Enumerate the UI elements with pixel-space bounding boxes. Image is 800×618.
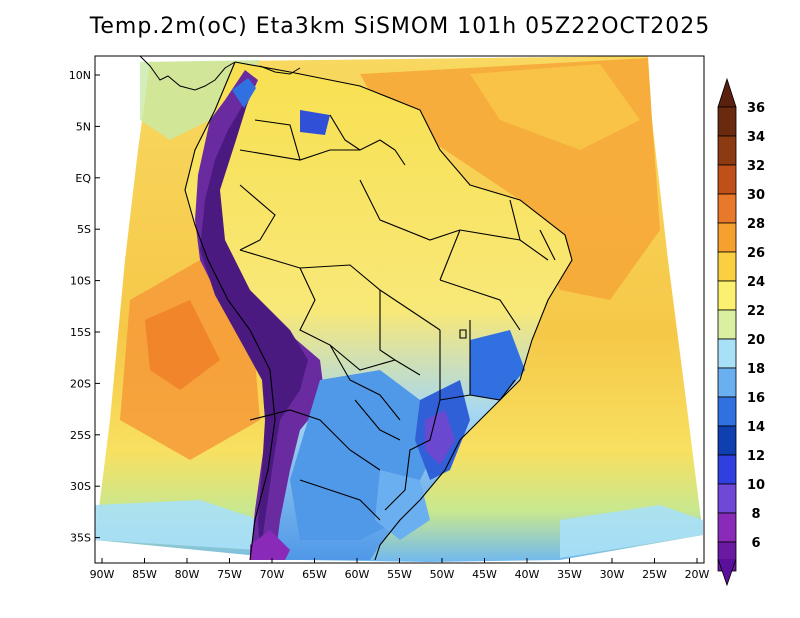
lon-label: 45W [472, 568, 497, 581]
colorbar: 36 34 32 30 28 26 24 22 20 18 16 14 12 10 8 6 [717, 77, 765, 587]
lat-label: 20S [70, 377, 91, 390]
colorbar-bottom-arrow [717, 558, 737, 587]
colorbar-label: 14 [747, 420, 765, 435]
colorbar-label: 36 [747, 101, 765, 116]
colorbar-swatch [717, 135, 737, 166]
colorbar-label: 26 [747, 246, 765, 261]
lon-label: 60W [345, 568, 370, 581]
colorbar-label: 16 [747, 391, 765, 406]
colorbar-swatch [717, 280, 737, 311]
colorbar-label: 10 [747, 478, 765, 493]
lat-label: 10N [69, 69, 91, 82]
lon-label: 70W [260, 568, 285, 581]
colorbar-swatch [717, 483, 737, 514]
lat-label: 35S [70, 532, 91, 545]
lat-label: 5S [77, 223, 91, 236]
lon-label: 85W [132, 568, 157, 581]
colorbar-label: 12 [747, 449, 765, 464]
lon-label: 25W [642, 568, 667, 581]
south-america-land [185, 62, 572, 560]
lat-label: 15S [70, 326, 91, 339]
lon-label: 80W [175, 568, 200, 581]
lon-label: 30W [600, 568, 625, 581]
lon-label: 50W [430, 568, 455, 581]
colorbar-label: 20 [747, 333, 765, 348]
colorbar-label: 18 [747, 362, 765, 377]
colorbar-label: 24 [747, 275, 765, 290]
lon-label: 75W [217, 568, 242, 581]
lon-label: 65W [302, 568, 327, 581]
colorbar-label: 30 [747, 188, 765, 203]
lat-label: 25S [70, 429, 91, 442]
lon-label: 55W [387, 568, 412, 581]
lon-label: 35W [557, 568, 582, 581]
colorbar-swatch [717, 338, 737, 369]
colorbar-swatch [717, 106, 737, 137]
colorbar-swatch [717, 367, 737, 398]
colorbar-swatch [717, 193, 737, 224]
lon-label: 20W [685, 568, 710, 581]
lat-label: 30S [70, 480, 91, 493]
colorbar-label: 22 [747, 304, 765, 319]
lat-label: 5N [76, 120, 91, 133]
colorbar-swatch [717, 222, 737, 253]
colorbar-swatch [717, 425, 737, 456]
colorbar-top-arrow [717, 77, 737, 108]
colorbar-swatch [717, 396, 737, 427]
colorbar-label: 34 [747, 130, 765, 145]
colorbar-swatch [717, 309, 737, 340]
colorbar-label: 6 [751, 536, 760, 551]
lat-label: EQ [75, 172, 91, 185]
colorbar-label: 28 [747, 217, 765, 232]
colorbar-swatch [717, 164, 737, 195]
map-title: Temp.2m(oC) Eta3km SiSMOM 101h 05Z22OCT2… [89, 14, 711, 39]
lon-label: 40W [515, 568, 540, 581]
country-borders [184, 61, 573, 561]
colorbar-label: 8 [751, 507, 760, 522]
latitude-axis: 10N 5N EQ 5S 10S 15S 20S 25S 30S 35S [69, 69, 100, 545]
colorbar-label: 32 [747, 159, 765, 174]
colorbar-swatch [717, 454, 737, 485]
central-america-coast [139, 55, 301, 91]
longitude-axis: 90W 85W 80W 75W 70W 65W 60W 55W 50W 45W 40W 35W 30W 2… [90, 558, 710, 581]
lon-label: 90W [90, 568, 115, 581]
colorbar-swatch [717, 251, 737, 282]
lat-label: 10S [70, 275, 91, 288]
colorbar-swatch [717, 512, 737, 543]
